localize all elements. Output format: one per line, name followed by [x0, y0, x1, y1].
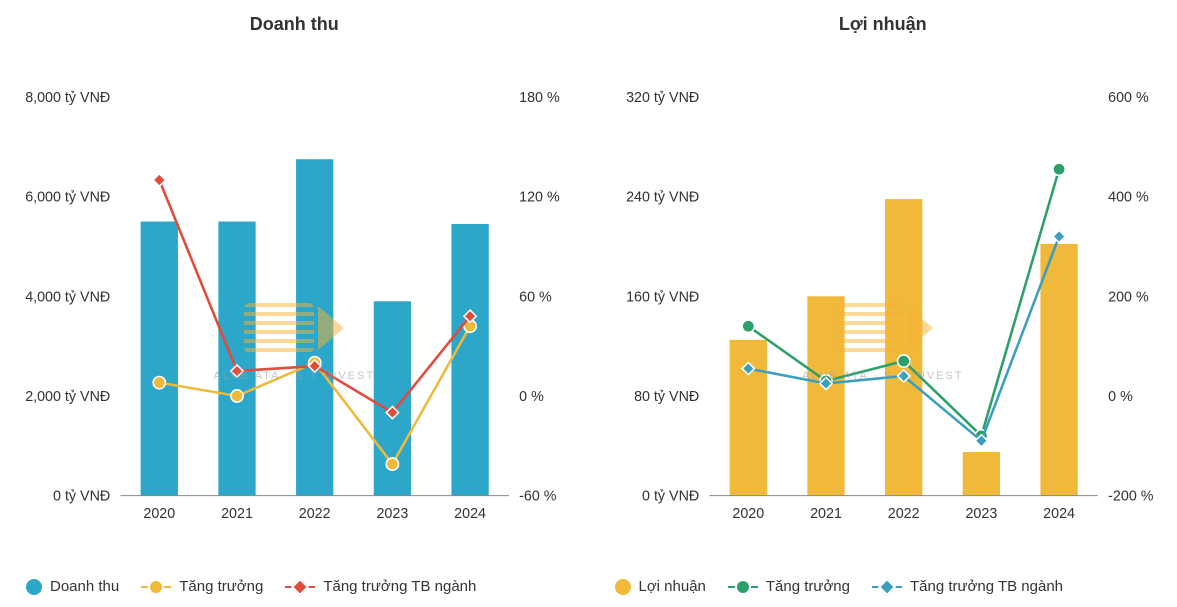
legend-dot-icon	[615, 579, 631, 595]
marker-diamond	[1052, 230, 1064, 242]
legend-item: Tăng trưởng TB ngành	[285, 578, 476, 595]
svg-text:180 %: 180 %	[519, 90, 560, 106]
legend-line-icon	[872, 586, 902, 588]
svg-text:320 tỷ VNĐ: 320 tỷ VNĐ	[626, 90, 699, 106]
svg-text:4,000 tỷ VNĐ: 4,000 tỷ VNĐ	[25, 289, 110, 305]
svg-text:0 tỷ VNĐ: 0 tỷ VNĐ	[53, 489, 110, 505]
svg-text:60 %: 60 %	[519, 289, 552, 305]
chart-area-profit: ALUE ATA · S T INVEST 0 tỷ VNĐ80 tỷ VNĐ1…	[597, 43, 1170, 570]
svg-text:0 %: 0 %	[519, 389, 544, 405]
svg-text:80 tỷ VNĐ: 80 tỷ VNĐ	[634, 389, 699, 405]
svg-text:120 %: 120 %	[519, 190, 560, 206]
chart-svg-profit: 0 tỷ VNĐ 80 tỷ VNĐ 160 tỷ VNĐ 240 tỷ VNĐ 320…	[597, 43, 1170, 570]
legend-line-icon	[728, 586, 758, 588]
revenue-panel: Doanh thu ALUE ATA · S T INVEST 0 tỷ VNĐ…	[0, 0, 589, 607]
svg-text:600 %: 600 %	[1108, 90, 1149, 106]
bar	[807, 296, 844, 495]
legend-profit: Lợi nhuận Tăng trưởng Tăng trưởng TB ngành	[597, 570, 1170, 599]
legend-item: Tăng trưởng	[141, 578, 263, 595]
bar	[1040, 244, 1077, 496]
marker-diamond	[153, 174, 165, 186]
legend-revenue: Doanh thu Tăng trưởng Tăng trưởng TB ngành	[8, 570, 581, 599]
chart-svg-revenue: 0 tỷ VNĐ 2,000 tỷ VNĐ 4,000 tỷ VNĐ 6,000 tỷ…	[8, 43, 581, 570]
svg-text:0 tỷ VNĐ: 0 tỷ VNĐ	[642, 489, 699, 505]
marker-circle	[742, 320, 754, 332]
svg-text:2021: 2021	[221, 506, 253, 522]
bar	[962, 452, 999, 496]
legend-item: Doanh thu	[26, 578, 119, 595]
svg-text:2021: 2021	[810, 506, 842, 522]
svg-text:6,000 tỷ VNĐ: 6,000 tỷ VNĐ	[25, 190, 110, 206]
legend-label: Lợi nhuận	[639, 578, 706, 595]
svg-text:2024: 2024	[454, 506, 486, 522]
marker-circle	[1052, 163, 1064, 175]
svg-text:2,000 tỷ VNĐ: 2,000 tỷ VNĐ	[25, 389, 110, 405]
svg-text:-60 %: -60 %	[519, 489, 557, 505]
profit-panel: Lợi nhuận ALUE ATA · S T INVEST 0 tỷ VNĐ…	[589, 0, 1177, 607]
svg-text:240 tỷ VNĐ: 240 tỷ VNĐ	[626, 190, 699, 206]
legend-dot-icon	[26, 579, 42, 595]
svg-text:200 %: 200 %	[1108, 289, 1149, 305]
bar	[296, 159, 333, 495]
svg-text:2020: 2020	[143, 506, 175, 522]
legend-item: Lợi nhuận	[615, 578, 706, 595]
svg-text:2022: 2022	[299, 506, 331, 522]
svg-text:2024: 2024	[1043, 506, 1075, 522]
chart-title: Doanh thu	[8, 14, 581, 35]
legend-line-icon	[141, 586, 171, 588]
svg-text:2023: 2023	[965, 506, 997, 522]
svg-text:400 %: 400 %	[1108, 190, 1149, 206]
legend-line-icon	[285, 586, 315, 588]
svg-text:160 tỷ VNĐ: 160 tỷ VNĐ	[626, 289, 699, 305]
legend-item: Tăng trưởng	[728, 578, 850, 595]
bar	[451, 224, 488, 496]
marker-circle	[153, 377, 165, 389]
svg-text:2023: 2023	[376, 506, 408, 522]
svg-text:2020: 2020	[732, 506, 764, 522]
bar	[141, 222, 178, 496]
bar	[885, 199, 922, 496]
svg-text:0 %: 0 %	[1108, 389, 1133, 405]
legend-label: Doanh thu	[50, 578, 119, 595]
legend-label: Tăng trưởng TB ngành	[910, 578, 1063, 595]
chart-area-revenue: ALUE ATA · S T INVEST 0 tỷ VNĐ2,000 tỷ V…	[8, 43, 581, 570]
svg-text:8,000 tỷ VNĐ: 8,000 tỷ VNĐ	[25, 90, 110, 106]
legend-label: Tăng trưởng TB ngành	[323, 578, 476, 595]
bar	[218, 222, 255, 496]
legend-label: Tăng trưởng	[766, 578, 850, 595]
marker-circle	[897, 355, 909, 367]
marker-circle	[386, 458, 398, 470]
marker-circle	[231, 390, 243, 402]
legend-label: Tăng trưởng	[179, 578, 263, 595]
chart-title: Lợi nhuận	[597, 14, 1170, 35]
svg-text:-200 %: -200 %	[1108, 489, 1154, 505]
legend-item: Tăng trưởng TB ngành	[872, 578, 1063, 595]
charts-container: Doanh thu ALUE ATA · S T INVEST 0 tỷ VNĐ…	[0, 0, 1177, 607]
svg-text:2022: 2022	[887, 506, 919, 522]
